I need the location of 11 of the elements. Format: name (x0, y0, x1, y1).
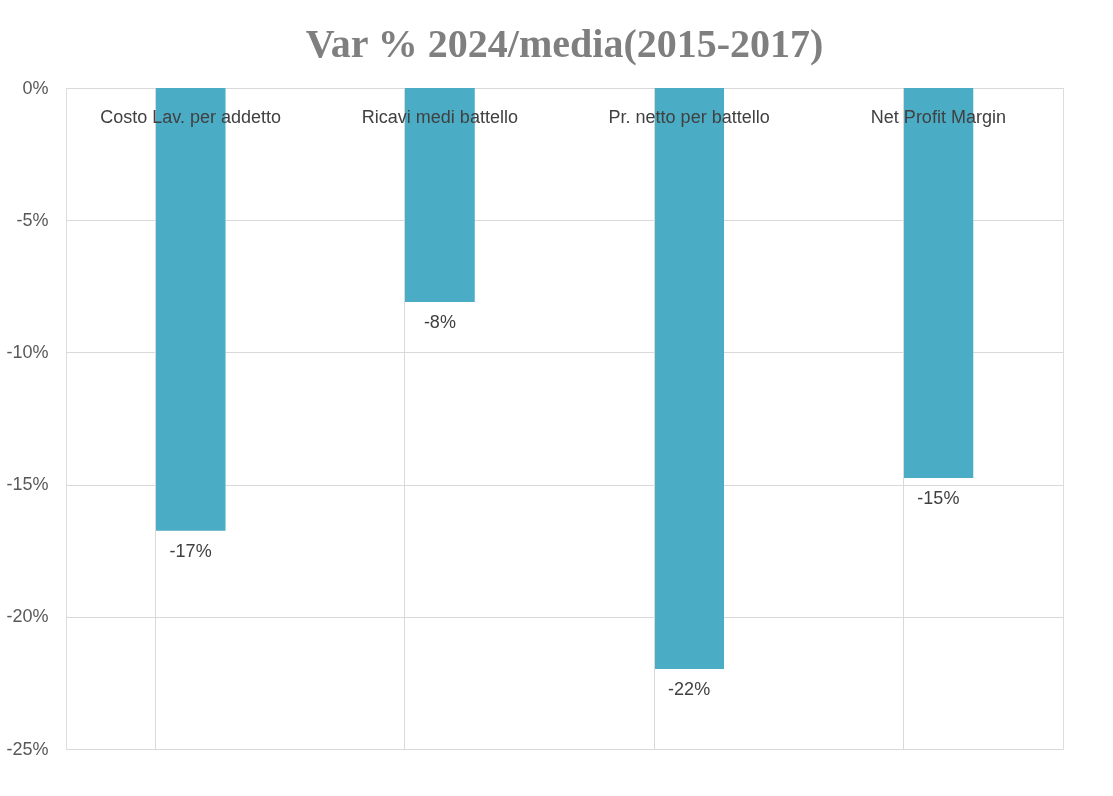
y-tick-label: -20% (6, 606, 49, 627)
data-label: -17% (169, 540, 212, 561)
y-tick-label: -15% (6, 474, 49, 495)
y-tick-label: 0% (22, 77, 49, 98)
y-tick-label: -10% (6, 341, 49, 362)
y-tick-label: -25% (6, 738, 49, 759)
data-label: -15% (917, 487, 960, 508)
data-label: -22% (668, 678, 711, 699)
y-tick-label: -5% (16, 209, 49, 230)
data-label: -8% (423, 311, 456, 332)
chart-title: Var % 2024/media(2015-2017) (305, 21, 824, 66)
